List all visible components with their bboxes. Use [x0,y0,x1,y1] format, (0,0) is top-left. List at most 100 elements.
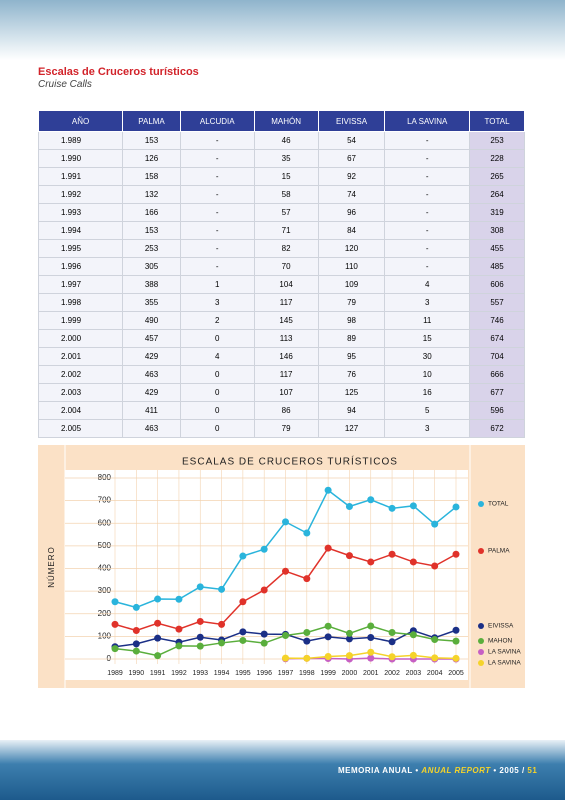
x-tick-label: 2004 [427,670,443,677]
x-tick-label: 2003 [406,670,422,677]
table-cell: 107 [253,383,319,402]
data-point [345,503,353,511]
table-cell: 54 [317,131,386,150]
data-point [132,626,140,634]
data-point [282,518,289,526]
calls-table: AÑO PALMA ALCUDIA MAHÓN EIVISSA LA SAVINA TOTA… [37,110,525,438]
table-cell: 2.003 [37,383,124,402]
table-cell: 672 [469,419,525,438]
data-point [132,640,140,648]
table-cell: - [179,239,255,258]
data-point [388,504,396,512]
table-cell: 153 [122,221,181,240]
table-cell: 4 [179,347,255,366]
table-cell: 2 [179,311,255,330]
table-cell: 265 [469,167,525,186]
table-cell: 1.989 [37,131,124,150]
table-cell: 86 [253,401,319,420]
legend-swatch [478,548,484,554]
table-cell: 117 [253,365,319,384]
data-point [196,633,204,641]
table-cell: 0 [179,419,255,438]
data-point [154,619,162,627]
legend-swatch [478,623,484,629]
table-cell: 158 [122,167,181,186]
data-point [260,639,268,647]
data-point [282,567,289,575]
legend-swatch [478,638,484,644]
table-cell: 1.999 [37,311,124,330]
table-cell: 79 [317,293,386,312]
table-row: 1.991 158-15 92-265 [37,167,525,186]
table-cell: 117 [253,293,319,312]
data-point [345,629,353,637]
table-row: 1.990 126-35 67-228 [37,149,525,168]
data-point [282,631,289,639]
table-cell: 92 [317,167,386,186]
legend-label: EIVISSA [488,623,514,630]
table-cell: 666 [469,365,525,384]
table-row: 1.995 253-82 120-455 [37,239,525,258]
data-point [431,654,439,662]
table-cell: 120 [317,239,386,258]
table-cell: 113 [253,329,319,348]
data-point [154,595,162,603]
x-tick-label: 1996 [256,670,272,677]
table-cell: 490 [122,311,181,330]
x-tick-label: 1994 [214,670,230,677]
x-tick-label: 1997 [278,670,294,677]
data-point [175,642,183,650]
table-cell: 57 [253,203,319,222]
data-point [409,651,417,659]
chart-title: ESCALAS DE CRUCEROS TURÍSTICOS [182,455,398,468]
table-cell: - [179,167,255,186]
table-cell: 3 [384,419,471,438]
table-cell: 1.990 [37,149,124,168]
data-point [260,630,268,638]
data-point [367,654,375,662]
x-tick-label: 1989 [107,670,123,677]
table-cell: 3 [384,293,471,312]
legend-label: LA SAVINA [488,649,521,656]
data-point [367,622,375,630]
x-tick-label: 1999 [320,670,336,677]
table-cell: 0 [179,383,255,402]
data-point [154,652,162,660]
table-row: 2.003 429 0 107 125 16 677 [37,383,525,402]
table-cell: 2.001 [37,347,124,366]
data-point [324,622,332,630]
data-point [196,583,204,591]
table-row: 2.002 463 0 117 76 10 666 [37,365,525,384]
footer: MEMORIA ANUAL • ANUAL REPORT • 2005 / 51 [338,766,537,775]
data-point [431,562,439,570]
table-cell: 98 [317,311,386,330]
table-cell: 606 [469,275,525,294]
table-cell: 71 [253,221,319,240]
table-cell: 127 [317,419,386,438]
table-cell: 82 [253,239,319,258]
data-point [175,625,183,633]
data-point [452,503,460,511]
data-point [196,642,204,650]
sky-banner [0,0,565,60]
data-point [239,628,247,636]
x-tick-label: 1990 [129,670,145,677]
table-cell: - [179,257,255,276]
data-point [452,637,460,645]
data-point [388,638,396,646]
column-header: PALMA [122,110,181,132]
table-cell: 79 [253,419,319,438]
data-point [367,496,375,504]
data-point [345,635,353,643]
data-point [218,620,226,628]
legend-swatch [478,649,484,655]
data-point [409,558,417,566]
table-cell: 228 [469,149,525,168]
data-point [218,639,226,647]
x-tick-label: 1995 [235,670,251,677]
data-point [409,502,417,510]
table-cell: - [179,185,255,204]
table-cell: 104 [253,275,319,294]
table-cell: 94 [317,401,386,420]
data-point [218,585,226,593]
